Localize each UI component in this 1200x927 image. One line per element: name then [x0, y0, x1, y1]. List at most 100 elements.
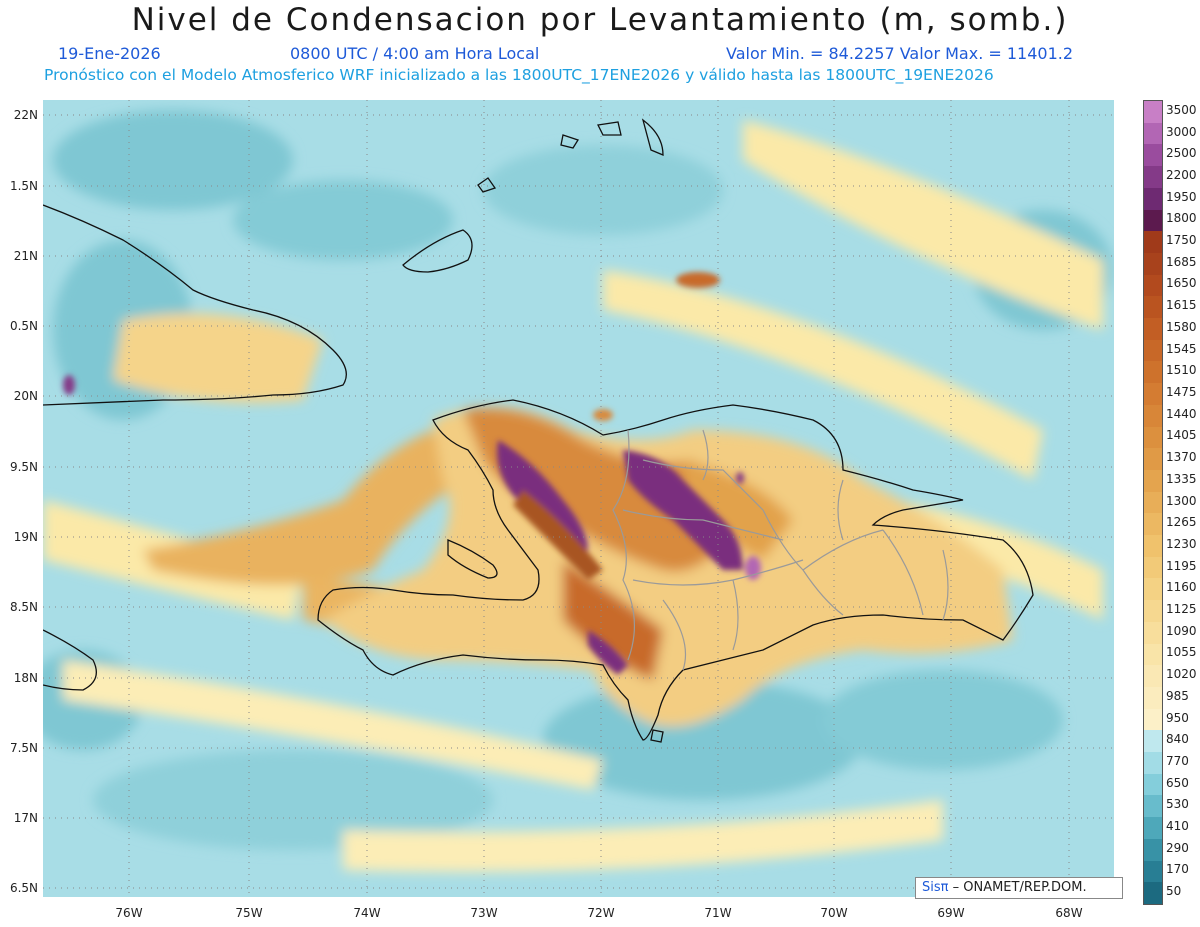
legend-swatch: [1144, 122, 1162, 145]
lon-label: 69W: [937, 906, 965, 920]
legend-label: 170: [1166, 862, 1189, 877]
legend-label: 1055: [1166, 645, 1197, 660]
legend-swatch: [1144, 448, 1162, 471]
legend-swatch: [1144, 274, 1162, 297]
credit-text: – ONAMET/REP.DOM.: [952, 880, 1087, 895]
legend-label: 1440: [1166, 406, 1197, 421]
legend-swatch: [1144, 621, 1162, 645]
legend-label: 840: [1166, 732, 1189, 747]
lon-label: 70W: [820, 906, 848, 920]
legend-label: 410: [1166, 819, 1189, 834]
legend-swatch: [1144, 795, 1162, 818]
legend-label: 50: [1166, 884, 1182, 899]
lon-label: 68W: [1055, 906, 1083, 920]
color-legend: [1143, 100, 1163, 905]
lon-label: 75W: [235, 906, 263, 920]
forecast-time: 0800 UTC / 4:00 am Hora Local: [290, 44, 540, 63]
legend-swatch: [1144, 469, 1162, 493]
legend-label: 3500: [1166, 102, 1197, 117]
lat-label: 17N: [13, 811, 38, 825]
legend-label: 770: [1166, 753, 1189, 768]
lon-label: 74W: [353, 906, 381, 920]
legend-swatch: [1144, 773, 1162, 796]
lat-label: 20N: [13, 389, 38, 403]
lat-label: 7.5N: [9, 741, 38, 755]
legend-swatch: [1144, 361, 1162, 384]
province-borders: [612, 429, 949, 671]
legend-swatch: [1144, 860, 1162, 883]
legend-label: 1475: [1166, 384, 1197, 399]
legend-swatch: [1144, 817, 1162, 840]
legend-swatch: [1144, 339, 1162, 362]
legend-swatch: [1144, 426, 1162, 449]
legend-label: 2500: [1166, 146, 1197, 161]
legend-swatch: [1144, 318, 1162, 341]
legend-swatch: [1144, 383, 1162, 406]
legend-swatch: [1144, 187, 1162, 210]
legend-label: 650: [1166, 775, 1189, 790]
legend-swatch: [1144, 166, 1162, 189]
legend-swatch: [1144, 209, 1162, 232]
legend-swatch: [1144, 578, 1162, 601]
forecast-date: 19-Ene-2026: [58, 44, 161, 63]
lat-label: 21N: [13, 249, 38, 263]
legend-swatch: [1144, 296, 1162, 319]
legend-swatch: [1144, 838, 1162, 862]
lat-label: 9.5N: [9, 460, 38, 474]
legend-swatch: [1144, 708, 1162, 731]
lat-label: 8.5N: [9, 600, 38, 614]
legend-label: 1510: [1166, 363, 1197, 378]
legend-label: 1230: [1166, 536, 1197, 551]
legend-swatch: [1144, 643, 1162, 666]
lcl-map: [43, 100, 1114, 897]
legend-swatch: [1144, 404, 1162, 428]
legend-swatch: [1144, 535, 1162, 558]
legend-swatch: [1144, 101, 1162, 124]
lon-label: 71W: [704, 906, 732, 920]
legend-label: 1370: [1166, 450, 1197, 465]
legend-swatch: [1144, 686, 1162, 710]
legend-swatch: [1144, 252, 1162, 276]
lat-label: 19N: [13, 530, 38, 544]
legend-label: 1300: [1166, 493, 1197, 508]
legend-label: 290: [1166, 840, 1189, 855]
legend-label: 1615: [1166, 298, 1197, 313]
legend-label: 1545: [1166, 341, 1197, 356]
legend-label: 1195: [1166, 558, 1197, 573]
legend-swatch: [1144, 144, 1162, 167]
map-title: Nivel de Condensacion por Levantamiento …: [131, 2, 1069, 38]
legend-label: 950: [1166, 710, 1189, 725]
lon-label: 73W: [470, 906, 498, 920]
legend-label: 2200: [1166, 167, 1197, 182]
legend-label: 530: [1166, 797, 1189, 812]
legend-label: 985: [1166, 688, 1189, 703]
legend-label: 1160: [1166, 580, 1197, 595]
legend-label: 1335: [1166, 471, 1197, 486]
legend-label: 1090: [1166, 623, 1197, 638]
forecast-description: Pronóstico con el Modelo Atmosferico WRF…: [44, 66, 994, 84]
legend-label: 1750: [1166, 233, 1197, 248]
lcl-shading: [43, 110, 1113, 872]
lcl-high-values: [63, 272, 761, 675]
lat-label: 22N: [13, 108, 38, 122]
legend-label: 1800: [1166, 211, 1197, 226]
legend-label: 1265: [1166, 515, 1197, 530]
legend-label: 3000: [1166, 124, 1197, 139]
legend-label: 1020: [1166, 667, 1197, 682]
legend-label: 1125: [1166, 602, 1197, 616]
legend-label: 1650: [1166, 276, 1197, 291]
legend-swatch: [1144, 600, 1162, 623]
legend-label: 1950: [1166, 189, 1197, 204]
lat-label: 1.5N: [9, 179, 38, 193]
legend-swatch: [1144, 231, 1162, 254]
legend-swatch: [1144, 752, 1162, 775]
graticule: [43, 100, 1114, 897]
credit-box: Sisπ – ONAMET/REP.DOM.: [915, 877, 1123, 899]
lat-label: 0.5N: [9, 319, 38, 333]
lon-label: 76W: [115, 906, 143, 920]
legend-label: 1405: [1166, 428, 1197, 443]
lon-label: 72W: [587, 906, 615, 920]
legend-swatch: [1144, 882, 1162, 905]
coastlines: [43, 118, 1034, 743]
legend-swatch: [1144, 730, 1162, 753]
